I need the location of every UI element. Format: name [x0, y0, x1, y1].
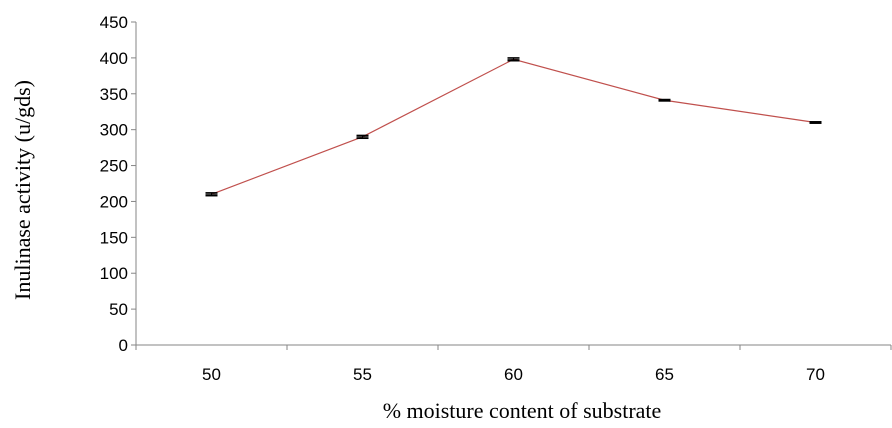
y-tick-label: 250 — [100, 157, 128, 176]
error-bar — [356, 134, 369, 140]
y-axis: 0 50 100 150 200 250 300 350 400 450 — [100, 13, 137, 355]
x-tick-label: 70 — [806, 365, 825, 384]
x-tick-label: 55 — [353, 365, 372, 384]
y-tick-label: 200 — [100, 192, 128, 211]
y-tick-label: 300 — [100, 121, 128, 140]
error-bar — [658, 98, 671, 102]
y-tick-label: 150 — [100, 228, 128, 247]
x-tick-label: 60 — [504, 365, 523, 384]
y-tick-label: 50 — [109, 300, 128, 319]
x-tick-label: 65 — [655, 365, 674, 384]
x-tick-label: 50 — [202, 365, 221, 384]
x-axis-title: % moisture content of substrate — [383, 398, 662, 423]
series — [205, 57, 822, 197]
series-line — [211, 58, 816, 195]
y-tick-label: 350 — [100, 85, 128, 104]
error-bar — [809, 121, 822, 124]
y-tick-label: 400 — [100, 49, 128, 68]
error-bar — [205, 192, 218, 197]
y-tick-label: 450 — [100, 13, 128, 32]
y-tick-label: 0 — [119, 336, 128, 355]
y-axis-title: Inulinase activity (u/gds) — [10, 80, 35, 300]
x-axis: 50 55 60 65 70 — [135, 344, 892, 384]
error-bar — [507, 57, 520, 62]
y-tick-label: 100 — [100, 264, 128, 283]
